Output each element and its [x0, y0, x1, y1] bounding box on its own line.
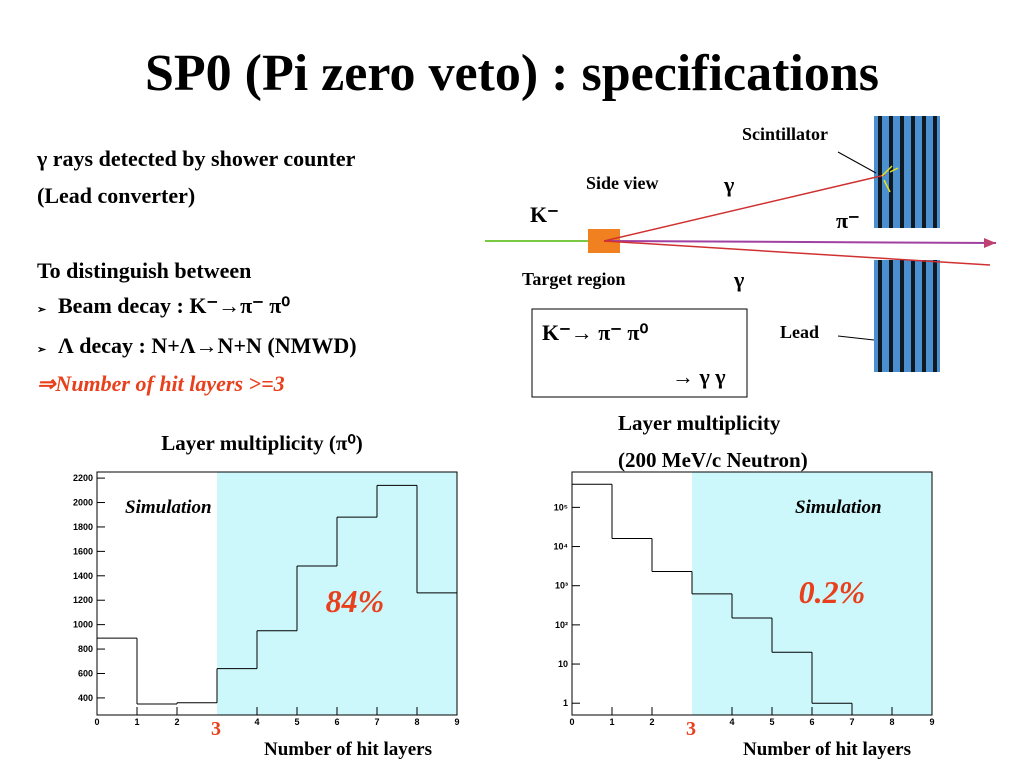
- diagram-label: Lead: [780, 322, 819, 342]
- x-tick-label: 8: [414, 717, 419, 727]
- x-tick-label: 6: [334, 717, 339, 727]
- y-tick-label: 600: [78, 668, 93, 678]
- diagram-label: γ: [733, 267, 744, 292]
- diagram-label: γ: [723, 172, 734, 197]
- pointer: [837, 335, 875, 341]
- x-tick-label: 9: [929, 717, 934, 727]
- x-tick-label: 9: [454, 717, 459, 727]
- plot-frame: [96, 471, 458, 716]
- diagram-label: π⁻: [836, 208, 860, 233]
- x-tick-label: 6: [809, 717, 814, 727]
- annotation: Simulation: [125, 497, 212, 518]
- y-tick-label: 2000: [73, 498, 93, 508]
- y-tick-label: 2200: [73, 473, 93, 483]
- chart-title: Layer multiplicity: [618, 411, 781, 435]
- x-tick-label: 7: [374, 717, 379, 727]
- x-tick-label: 5: [769, 717, 774, 727]
- annotation: Simulation: [795, 497, 882, 518]
- y-tick-label: 1600: [73, 546, 93, 556]
- x-tick-label: 7: [849, 717, 854, 727]
- x-tick-label: 2: [649, 717, 654, 727]
- text-line: (Lead converter): [37, 183, 195, 208]
- text-line: γ rays detected by shower counter: [36, 146, 356, 171]
- diagram-label: K⁻: [530, 202, 559, 227]
- diagram-label: Side view: [586, 173, 659, 193]
- diagram-label: Scintillator: [742, 124, 828, 144]
- lead-block: [874, 260, 940, 372]
- slide-title: SP0 (Pi zero veto) : specifications: [145, 45, 879, 102]
- y-tick-label: 800: [78, 644, 93, 654]
- x-tick-label: 0: [569, 717, 574, 727]
- x-axis-label: Number of hit layers: [264, 739, 432, 760]
- y-tick-label: 1400: [73, 571, 93, 581]
- y-tick-label: 10⁴: [554, 542, 568, 552]
- gamma-track: [603, 240, 991, 266]
- shower: [881, 165, 899, 193]
- decay-box: [531, 308, 748, 398]
- x-tick-label: 5: [294, 717, 299, 727]
- chart-subtitle: (200 MeV/c Neutron): [618, 448, 808, 472]
- y-tick-label: 10²: [555, 620, 568, 630]
- conclusion: ⇒Number of hit layers >=3: [37, 371, 285, 396]
- pointer: [837, 151, 877, 174]
- decay-line: K⁻→ π⁻ π⁰: [542, 320, 648, 345]
- threshold-label: 3: [211, 718, 221, 740]
- chart-title: Layer multiplicity (π⁰): [161, 431, 363, 455]
- text-line: To distinguish between: [37, 258, 251, 283]
- y-tick-label: 1000: [73, 620, 93, 630]
- x-tick-label: 2: [174, 717, 179, 727]
- x-tick-label: 1: [134, 717, 139, 727]
- gamma-track: [603, 174, 886, 242]
- bullet: Beam decay : K⁻→π⁻ π⁰: [58, 293, 290, 318]
- bullet-marker: ➢: [37, 304, 47, 316]
- y-tick-label: 1800: [73, 522, 93, 532]
- threshold-label: 3: [686, 718, 696, 740]
- detector: [485, 116, 997, 398]
- y-tick-label: 400: [78, 693, 93, 703]
- arrow: [984, 238, 996, 248]
- y-tick-label: 1200: [73, 595, 93, 605]
- y-tick-label: 10³: [555, 581, 568, 591]
- diagram-label: Target region: [522, 269, 626, 289]
- x-tick-label: 4: [254, 717, 259, 727]
- pion-track: [603, 240, 997, 244]
- fraction: 84%: [326, 583, 385, 619]
- y-tick-label: 1: [563, 698, 568, 708]
- x-tick-label: 1: [609, 717, 614, 727]
- fraction: 0.2%: [799, 574, 866, 610]
- x-tick-label: 0: [94, 717, 99, 727]
- x-tick-label: 4: [729, 717, 734, 727]
- x-axis-label: Number of hit layers: [743, 739, 911, 760]
- y-tick-label: 10: [558, 659, 568, 669]
- bullet: Λ decay : N+Λ→N+N (NMWD): [58, 333, 357, 358]
- bullet-marker: ➢: [37, 344, 47, 356]
- scintillator-block: [874, 116, 940, 228]
- x-tick-label: 8: [889, 717, 894, 727]
- y-tick-label: 10⁵: [554, 502, 568, 512]
- decay-line: → γ γ: [672, 364, 726, 389]
